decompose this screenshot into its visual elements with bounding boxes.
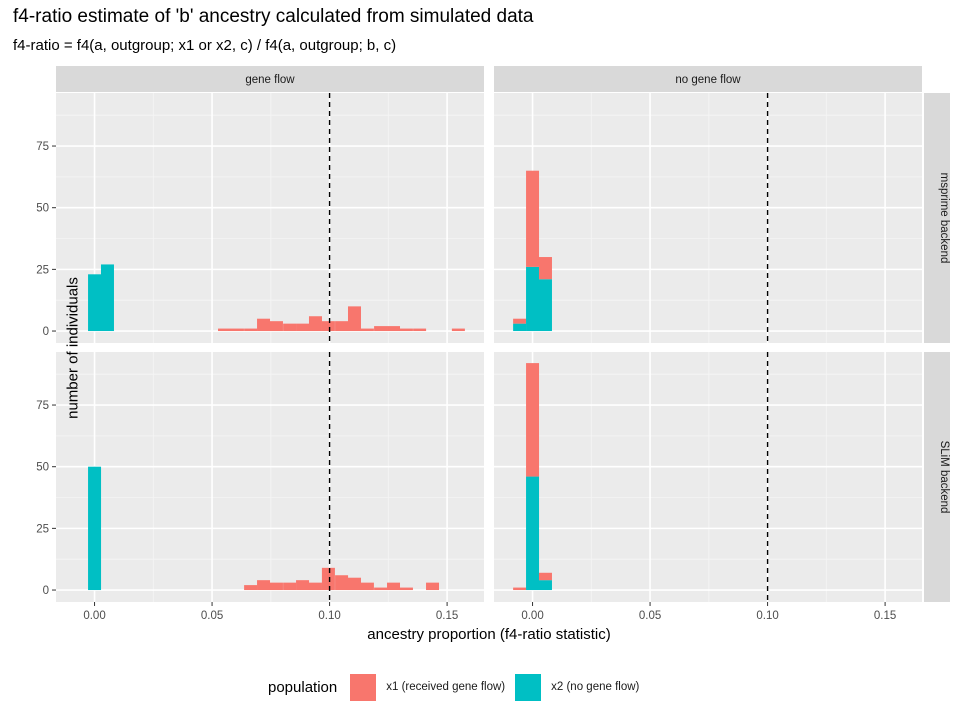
bar-x1 [374, 587, 388, 591]
bar-x2 [538, 279, 552, 332]
bar-x1 [426, 582, 440, 591]
bar-x1 [244, 328, 258, 332]
y-tick-label: 75 [36, 400, 49, 412]
x-tick-label: 0.10 [318, 610, 340, 622]
y-tick-label: 75 [36, 141, 49, 153]
bar-x2 [88, 274, 102, 332]
y-tick-label: 25 [36, 523, 49, 535]
x-tick-label: 0.15 [874, 610, 896, 622]
y-tick-label: 0 [43, 326, 49, 338]
facet-strip-row-label: SLiM backend [938, 441, 950, 514]
bar-x1 [347, 577, 361, 591]
bar-x2 [513, 323, 527, 332]
legend-swatch-x2 [515, 673, 542, 701]
facet-strip-row [924, 352, 950, 602]
facet-strip-col-label: no gene flow [675, 74, 741, 86]
facet-strip-row-label: msprime backend [938, 173, 950, 264]
bar-x1 [257, 318, 271, 332]
bar-x1 [513, 587, 527, 591]
facet-strip-row [924, 93, 950, 343]
legend-label-x1: x1 (received gene flow) [386, 681, 506, 693]
x-axis-title: ancestry proportion (f4-ratio statistic) [367, 626, 611, 643]
chart-title: f4-ratio estimate of 'b' ancestry calcul… [13, 6, 534, 27]
bar-x1 [296, 580, 310, 591]
facet-strip-col-label: gene flow [245, 74, 295, 86]
bar-x1 [283, 323, 297, 332]
y-tick-label: 50 [36, 462, 49, 474]
bar-x1 [308, 582, 322, 591]
bar-x2 [526, 476, 540, 591]
bar-x1 [321, 321, 335, 332]
panel-background [494, 352, 922, 602]
bar-x1 [360, 582, 374, 591]
bar-x1 [513, 318, 527, 324]
x-tick-label: 0.00 [83, 610, 105, 622]
bar-x1 [538, 572, 552, 581]
panel-msprime-backend-gene-flow: 0 25 50 75 [36, 93, 484, 343]
panel-background [494, 93, 922, 343]
chart-subtitle: f4-ratio = f4(a, outgroup; x1 or x2, c) … [13, 37, 397, 54]
x-tick-label: 0.05 [201, 610, 223, 622]
bar-x1 [269, 582, 283, 591]
bar-x1 [218, 328, 232, 332]
legend-item-x2: x2 (no gene flow) [515, 673, 640, 701]
panel-slim-backend-no-gene-flow: 0.00 0.05 0.10 0.15 [494, 352, 922, 622]
legend: population x1 (received gene flow) x2 (n… [268, 672, 649, 702]
bar-x1 [283, 582, 297, 591]
legend-swatch-x1 [350, 673, 377, 701]
bar-x1 [399, 587, 413, 591]
bar-x1 [335, 575, 349, 591]
panel-background [56, 93, 484, 343]
bar-x1 [360, 328, 374, 332]
bar-x1 [413, 328, 427, 332]
bar-x1 [387, 326, 401, 332]
bar-x1 [230, 328, 244, 332]
bar-x2 [526, 266, 540, 332]
bar-x1 [526, 170, 540, 267]
y-tick-label: 50 [36, 203, 49, 215]
panel-background [56, 352, 484, 602]
facet-strip-col [494, 66, 922, 92]
legend-item-x1: x1 (received gene flow) [350, 673, 506, 701]
y-axis-title: number of individuals [64, 277, 82, 419]
bar-x1 [526, 363, 540, 477]
bar-x1 [308, 316, 322, 332]
bar-x1 [269, 321, 283, 332]
bar-x1 [347, 306, 361, 332]
bar-x2 [100, 264, 114, 332]
panel-slim-backend-gene-flow: 0 25 50 75 0.00 0.05 0.10 0.15 [36, 352, 484, 622]
bar-x2 [88, 466, 102, 591]
bar-x1 [399, 328, 413, 332]
y-tick-label: 25 [36, 264, 49, 276]
bar-x1 [257, 580, 271, 591]
y-tick-label: 0 [43, 585, 49, 597]
bar-x1 [374, 326, 388, 332]
x-tick-label: 0.10 [756, 610, 778, 622]
bar-x1 [321, 567, 335, 591]
panel-msprime-backend-no-gene-flow [494, 93, 922, 343]
bar-x1 [538, 257, 552, 280]
legend-title: population [268, 678, 338, 696]
bar-x1 [335, 321, 349, 332]
x-tick-label: 0.05 [639, 610, 661, 622]
facet-strip-col [56, 66, 484, 92]
bar-x2 [538, 580, 552, 591]
bar-x1 [387, 582, 401, 591]
x-tick-label: 0.15 [436, 610, 458, 622]
legend-label-x2: x2 (no gene flow) [551, 681, 640, 693]
bar-x1 [296, 323, 310, 332]
x-tick-label: 0.00 [521, 610, 543, 622]
bar-x1 [244, 585, 258, 591]
bar-x1 [451, 328, 465, 332]
